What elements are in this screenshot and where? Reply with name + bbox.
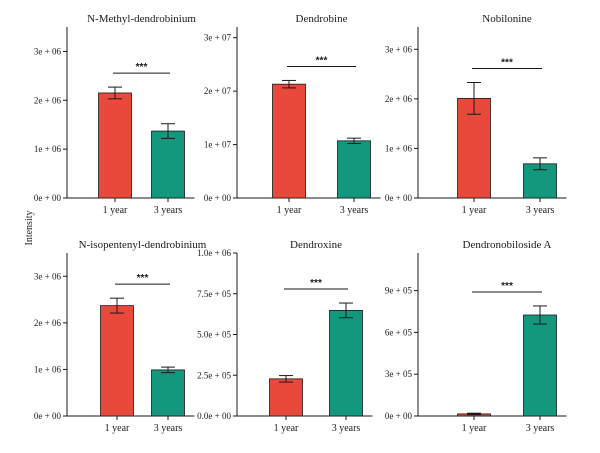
bar	[151, 369, 185, 417]
y-tick-label: 2e + 06	[34, 95, 62, 105]
significance-label: ***	[501, 58, 513, 69]
y-tick-label: 3e + 06	[34, 271, 62, 281]
x-tick-label: 1 year	[462, 423, 487, 434]
y-tick-label: 0e + 00	[385, 193, 413, 203]
y-tick-label: 1e + 06	[34, 144, 62, 154]
y-tick-label: 2e + 07	[204, 86, 232, 96]
chart-title: N-Methyl-dendrobinium	[87, 13, 196, 25]
bar	[100, 305, 134, 417]
chart-title: Nobilonine	[482, 13, 532, 25]
significance-label: ***	[136, 62, 148, 73]
y-tick-label: 2e + 06	[385, 94, 413, 104]
chart-title: N-isopentenyl-dendrobinium	[79, 239, 207, 251]
significance-label: ***	[501, 281, 513, 292]
y-tick-label: 7.5e + 05	[197, 289, 231, 299]
x-tick-label: 3 years	[526, 205, 555, 216]
chart-title: Dendronobiloside A	[463, 239, 552, 251]
x-tick-label: 1 year	[462, 205, 487, 216]
y-tick-label: 3e + 06	[34, 46, 62, 56]
significance-label: ***	[137, 273, 149, 284]
x-tick-label: 1 year	[103, 205, 128, 216]
x-tick-label: 3 years	[526, 423, 555, 434]
significance-label: ***	[316, 55, 328, 66]
y-tick-label: 0e + 00	[34, 411, 62, 421]
y-tick-label: 3e + 06	[385, 44, 413, 54]
y-tick-label: 1e + 06	[385, 143, 413, 153]
significance-label: ***	[310, 278, 322, 289]
bar	[269, 378, 303, 417]
y-tick-label: 0e + 00	[34, 193, 62, 203]
y-axis-label: Intensity	[24, 211, 35, 246]
bar	[98, 92, 132, 199]
y-tick-label: 0.0e + 00	[197, 411, 231, 421]
y-tick-label: 9e + 05	[385, 286, 413, 296]
y-tick-label: 2.5e + 05	[197, 370, 231, 380]
bar	[329, 309, 363, 417]
y-tick-label: 0e + 00	[204, 193, 232, 203]
bar	[151, 130, 185, 199]
y-tick-label: 1.0e + 06	[197, 248, 231, 258]
y-tick-label: 1e + 07	[204, 140, 232, 150]
y-tick-label: 2e + 06	[34, 318, 62, 328]
chart-title: Dendroxine	[290, 239, 342, 251]
y-tick-label: 0e + 00	[385, 411, 413, 421]
x-tick-label: 3 years	[340, 205, 369, 216]
bar	[272, 83, 306, 199]
bar	[523, 314, 557, 417]
x-tick-label: 3 years	[332, 423, 361, 434]
y-tick-label: 6e + 05	[385, 327, 413, 337]
x-tick-label: 1 year	[277, 205, 302, 216]
chart-title: Dendrobine	[296, 13, 348, 25]
bar	[457, 97, 491, 199]
y-tick-label: 3e + 05	[385, 369, 413, 379]
bar	[337, 140, 371, 199]
y-tick-label: 3e + 07	[204, 33, 232, 43]
y-tick-label: 1e + 06	[34, 364, 62, 374]
y-tick-label: 5.0e + 05	[197, 330, 231, 340]
x-tick-label: 3 years	[154, 423, 183, 434]
x-tick-label: 1 year	[105, 423, 130, 434]
x-tick-label: 3 years	[154, 205, 183, 216]
x-tick-label: 1 year	[274, 423, 299, 434]
